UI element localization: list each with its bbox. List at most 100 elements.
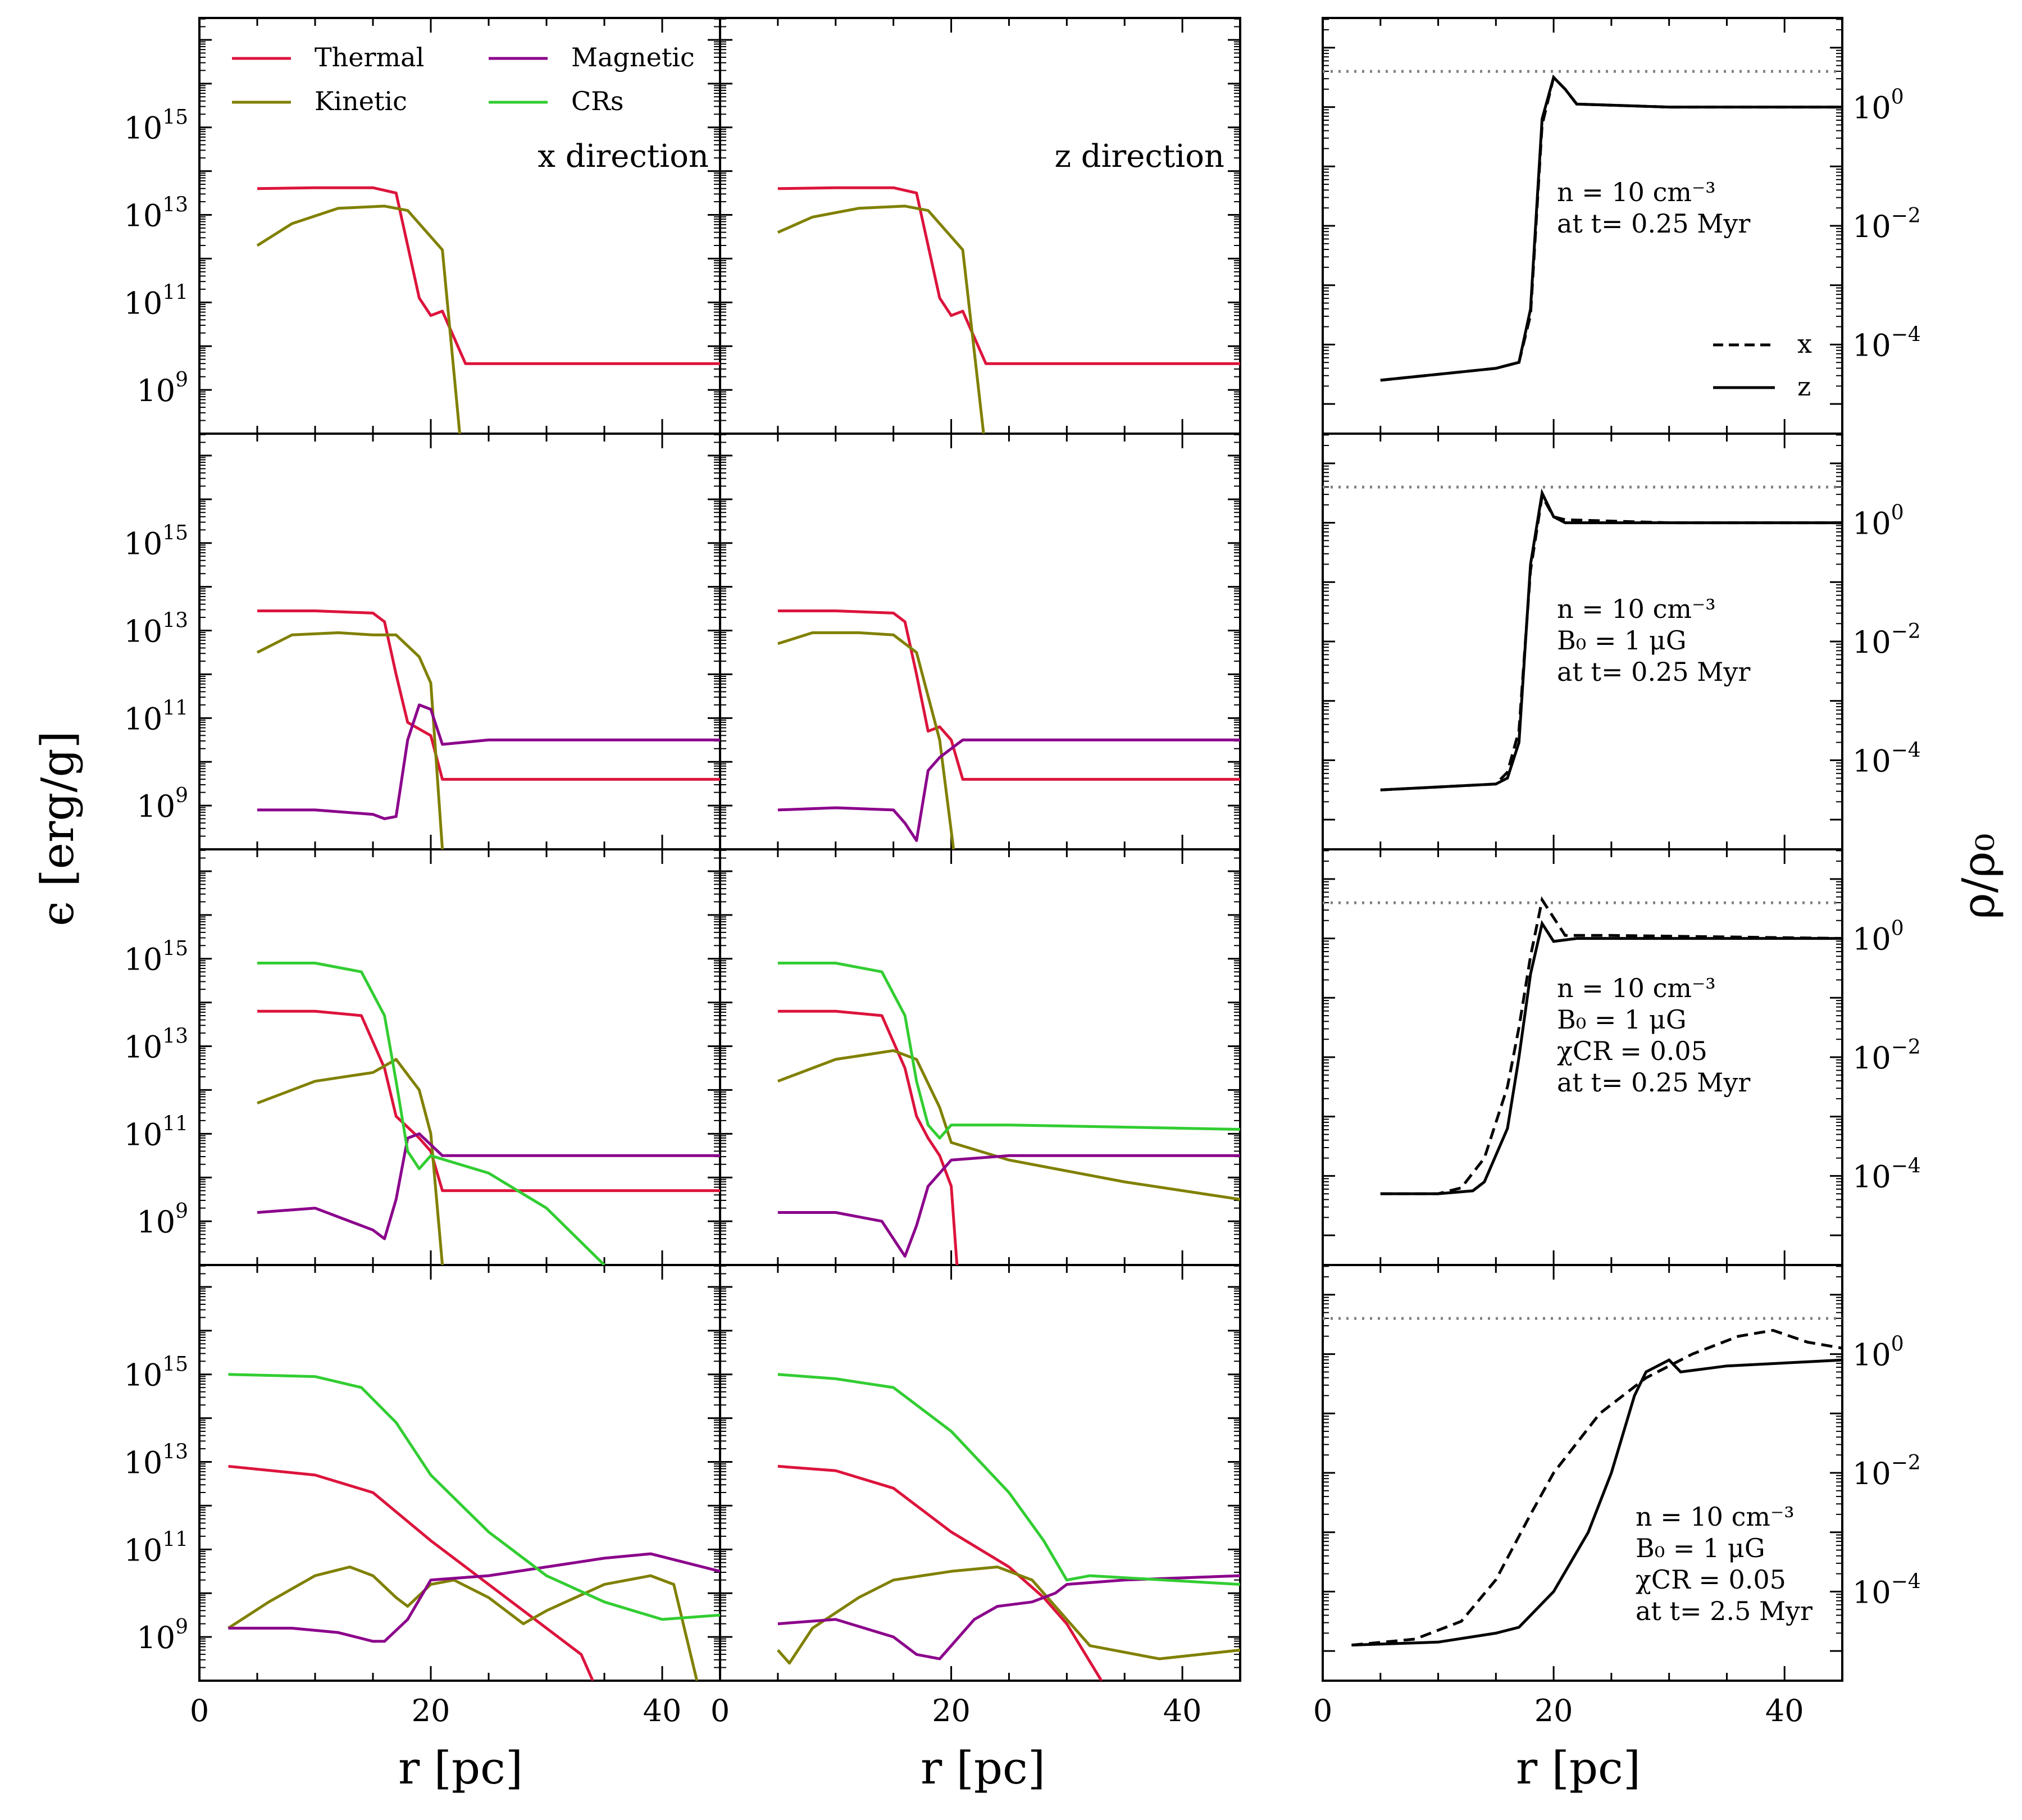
x-axis-label-col3: r [pc]	[1516, 1742, 1641, 1794]
y-tick-label-density: 10−4	[1852, 1570, 1921, 1610]
y-tick-label-energy: 1013	[124, 609, 188, 649]
x-tick-label: 20	[412, 1693, 450, 1728]
series-kinetic-line	[777, 631, 955, 849]
series-crs-line	[777, 1373, 1240, 1586]
density-annotation-line: χCR = 0.05	[1636, 1564, 1786, 1595]
series-kinetic-line	[777, 1566, 1240, 1665]
panel-frame	[719, 433, 1241, 850]
x-tick-label: 20	[932, 1693, 971, 1728]
y-axis-label-left: ϵ [erg/g]	[31, 731, 84, 926]
y-tick-label-energy: 1013	[124, 1025, 188, 1065]
x-axis-label-col2: r [pc]	[921, 1742, 1045, 1794]
y-tick-label-energy: 1015	[124, 938, 188, 977]
density-annotation-line: B₀ = 1 μG	[1557, 1004, 1687, 1035]
legend-label-kinetic: Kinetic	[315, 86, 407, 116]
density-annotation-line: n = 10 cm⁻³	[1636, 1502, 1795, 1532]
density-panel-curves	[1323, 70, 1842, 382]
legend-label-density-z: z	[1797, 371, 1811, 402]
series-crs-line	[777, 962, 1240, 1140]
y-tick-label-energy: 109	[136, 784, 188, 824]
panel-frame	[198, 17, 721, 435]
energy-panel-curves	[777, 1373, 1240, 1681]
density-panel-curves	[1323, 485, 1842, 791]
data-curves	[227, 70, 1842, 1681]
series-magnetic-line	[777, 1154, 1240, 1258]
y-tick-label-density: 100	[1852, 502, 1904, 542]
density-annotation-line: n = 10 cm⁻³	[1557, 594, 1716, 624]
density-legend: x z	[1713, 329, 1812, 402]
y-tick-label-density: 10−4	[1852, 323, 1921, 363]
density-annotation-line: n = 10 cm⁻³	[1557, 177, 1716, 207]
series-thermal-line	[777, 1009, 959, 1265]
energy-panel-curves	[256, 186, 720, 434]
legend-label-thermal: Thermal	[315, 42, 424, 72]
y-tick-label-energy: 109	[136, 1200, 188, 1240]
density-annotation-line: n = 10 cm⁻³	[1557, 973, 1716, 1003]
energy-panel-curves	[256, 609, 720, 849]
y-tick-label-density: 100	[1852, 86, 1904, 126]
x-tick-label: 40	[643, 1693, 682, 1728]
y-tick-label-energy: 109	[136, 368, 188, 408]
y-tick-label-energy: 1011	[124, 697, 188, 736]
y-tick-label-density: 10−2	[1852, 620, 1921, 660]
series-magnetic-line	[257, 703, 720, 820]
y-tick-label-energy: 1015	[124, 106, 188, 146]
x-tick-label: 40	[1163, 1693, 1202, 1728]
density-panel-curves	[1323, 1317, 1842, 1647]
series-thermal-line	[777, 186, 1240, 365]
density-z-line	[1351, 1358, 1842, 1647]
y-tick-label-density: 10−2	[1852, 204, 1921, 244]
y-tick-label-density: 10−4	[1852, 1154, 1921, 1194]
x-tick-label: 0	[1313, 1693, 1332, 1728]
density-annotation-line: at t= 0.25 Myr	[1557, 208, 1750, 239]
panel-frame	[719, 1264, 1241, 1682]
series-kinetic-line	[227, 1566, 699, 1681]
x-tick-label: 40	[1765, 1693, 1804, 1728]
y-tick-label-density: 10−2	[1852, 1452, 1921, 1491]
x-tick-label: 0	[711, 1693, 730, 1728]
legend-label-density-x: x	[1797, 329, 1812, 359]
series-kinetic-line	[777, 204, 985, 434]
energy-legend: Thermal Kinetic Magnetic CRs	[232, 42, 695, 116]
column-title-z: z direction	[1054, 138, 1224, 175]
y-tick-label-energy: 1011	[124, 281, 188, 321]
series-magnetic-line	[228, 1552, 720, 1643]
panel-frame	[198, 1264, 721, 1682]
series-crs-line	[257, 962, 605, 1265]
density-panel-curves	[1323, 896, 1842, 1195]
series-thermal-line	[257, 609, 720, 781]
density-annotation-line: at t= 0.25 Myr	[1557, 657, 1750, 687]
y-tick-label-energy: 1013	[124, 1441, 188, 1481]
y-tick-label-energy: 1013	[124, 194, 188, 234]
energy-panel-curves	[777, 609, 1240, 849]
density-annotation-line: B₀ = 1 μG	[1557, 625, 1687, 656]
series-kinetic-line	[777, 1049, 1240, 1201]
y-tick-label-energy: 1015	[124, 1353, 188, 1393]
density-z-line	[1380, 488, 1842, 791]
energy-panel-curves	[257, 962, 720, 1265]
legend-label-crs: CRs	[571, 86, 623, 116]
panel-frame	[719, 848, 1241, 1266]
y-tick-label-density: 100	[1852, 1333, 1904, 1373]
series-thermal-line	[257, 186, 720, 365]
series-thermal-line	[228, 1464, 594, 1681]
energy-panel-curves	[777, 186, 1240, 434]
density-annotation-line: at t= 0.25 Myr	[1557, 1067, 1750, 1098]
x-tick-label: 0	[190, 1693, 209, 1728]
text-labels: ϵ [erg/g] ρ/ρ₀ r [pc] r [pc] r [pc] x di…	[31, 42, 2005, 1794]
series-kinetic-line	[257, 1058, 444, 1265]
x-tick-label: 20	[1534, 1693, 1573, 1728]
series-magnetic-line	[257, 1132, 720, 1240]
series-thermal-line	[777, 1464, 1103, 1681]
series-magnetic-line	[777, 738, 1240, 842]
panel-grid	[198, 17, 1843, 1682]
density-annotation-line: at t= 2.5 Myr	[1636, 1596, 1812, 1626]
y-tick-label-energy: 109	[136, 1616, 188, 1655]
density-x-line	[1351, 1328, 1842, 1647]
y-tick-label-density: 10−4	[1852, 739, 1921, 779]
density-annotation-line: χCR = 0.05	[1557, 1036, 1707, 1066]
x-axis-label-col1: r [pc]	[398, 1742, 523, 1794]
density-annotation-line: B₀ = 1 μG	[1636, 1533, 1765, 1563]
density-z-line	[1380, 74, 1842, 382]
